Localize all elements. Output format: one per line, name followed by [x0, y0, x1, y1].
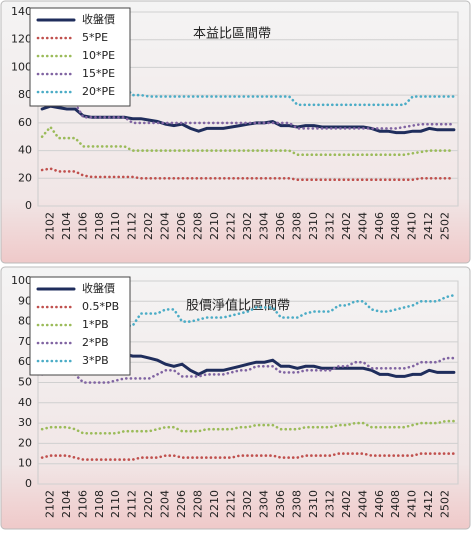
y-tick-label: 20	[18, 436, 32, 449]
x-tick-label: 2108	[93, 490, 106, 518]
x-tick-label: 2406	[373, 212, 386, 240]
x-tick-label: 2404	[356, 212, 369, 240]
x-tick-label: 2412	[422, 212, 435, 240]
x-tick-label: 2110	[109, 212, 122, 240]
x-tick-label: 2304	[257, 490, 270, 518]
x-tick-label: 2402	[340, 490, 353, 518]
x-tick-label: 2104	[60, 490, 73, 518]
y-tick-label: 30	[18, 416, 32, 429]
y-tick-label: 140	[11, 5, 32, 18]
x-tick-label: 2208	[192, 212, 205, 240]
x-tick-label: 2408	[389, 490, 402, 518]
x-tick-label: 2112	[126, 490, 139, 518]
x-tick-label: 2206	[175, 212, 188, 240]
series-line	[40, 452, 456, 461]
series-line	[40, 167, 456, 181]
y-tick-label: 60	[18, 355, 32, 368]
series-line	[40, 124, 456, 156]
x-tick-label: 2406	[373, 490, 386, 518]
x-tick-label: 2308	[290, 490, 303, 518]
y-tick-label: 50	[18, 376, 32, 389]
x-tick-label: 2502	[439, 490, 452, 518]
x-tick-label: 2404	[356, 490, 369, 518]
legend-label: 20*PE	[82, 85, 115, 98]
y-tick-label: 40	[18, 144, 32, 157]
x-tick-label: 2204	[159, 212, 172, 240]
y-tick-label: 10	[18, 457, 32, 470]
x-tick-label: 2206	[175, 490, 188, 518]
x-tick-label: 2210	[208, 212, 221, 240]
x-tick-label: 2106	[76, 490, 89, 518]
x-tick-label: 2104	[60, 212, 73, 240]
x-tick-label: 2102	[43, 212, 56, 240]
series-line	[40, 356, 456, 384]
x-tick-label: 2110	[109, 490, 122, 518]
x-tick-label: 2310	[307, 490, 320, 518]
x-tick-label: 2304	[257, 212, 270, 240]
x-tick-label: 2202	[142, 212, 155, 240]
legend-label: 3*PB	[82, 354, 109, 367]
x-tick-label: 2106	[76, 212, 89, 240]
y-tick-label: 40	[18, 396, 32, 409]
y-tick-label: 100	[11, 274, 32, 287]
x-tick-label: 2502	[439, 212, 452, 240]
y-tick-label: 120	[11, 33, 32, 46]
y-tick-label: 0	[25, 199, 32, 212]
chart-title: 本益比區間帶	[193, 27, 271, 42]
legend-label: 10*PE	[82, 49, 115, 62]
legend-box	[29, 276, 131, 376]
x-tick-label: 2212	[225, 490, 238, 518]
legend-label: 0.5*PB	[82, 300, 119, 313]
y-tick-label: 60	[18, 116, 32, 129]
series-line	[40, 419, 456, 435]
x-tick-label: 2208	[192, 490, 205, 518]
y-tick-label: 70	[18, 335, 32, 348]
legend-label: 收盤價	[82, 281, 115, 295]
x-tick-label: 2102	[43, 490, 56, 518]
legend-label: 15*PE	[82, 67, 115, 80]
x-tick-label: 2308	[290, 212, 303, 240]
x-tick-label: 2108	[93, 212, 106, 240]
legend-label: 2*PB	[82, 336, 109, 349]
x-tick-label: 2402	[340, 212, 353, 240]
legend-label: 收盤價	[82, 12, 115, 26]
legend-label: 5*PE	[82, 31, 108, 44]
x-tick-label: 2408	[389, 212, 402, 240]
y-tick-label: 100	[11, 60, 32, 73]
series-line	[40, 85, 456, 130]
y-tick-label: 20	[18, 171, 32, 184]
x-tick-label: 2302	[241, 490, 254, 518]
x-tick-label: 2306	[274, 490, 287, 518]
x-tick-label: 2204	[159, 490, 172, 518]
y-tick-label: 80	[18, 315, 32, 328]
x-tick-label: 2312	[323, 490, 336, 518]
y-tick-label: 80	[18, 88, 32, 101]
x-tick-label: 2302	[241, 212, 254, 240]
x-tick-label: 2202	[142, 490, 155, 518]
series-line	[40, 44, 456, 107]
x-tick-label: 2410	[406, 490, 419, 518]
legend-label: 1*PB	[82, 318, 109, 331]
x-tick-label: 2310	[307, 212, 320, 240]
x-tick-label: 2112	[126, 212, 139, 240]
x-tick-label: 2306	[274, 212, 287, 240]
x-tick-label: 2412	[422, 490, 435, 518]
chart-title: 股價淨值比區間帶	[186, 298, 290, 314]
y-tick-label: 90	[18, 294, 32, 307]
x-tick-label: 2212	[225, 212, 238, 240]
x-tick-label: 2410	[406, 212, 419, 240]
series-line	[40, 104, 456, 135]
x-tick-label: 2210	[208, 490, 221, 518]
y-tick-label: 0	[25, 477, 32, 490]
x-tick-label: 2312	[323, 212, 336, 240]
